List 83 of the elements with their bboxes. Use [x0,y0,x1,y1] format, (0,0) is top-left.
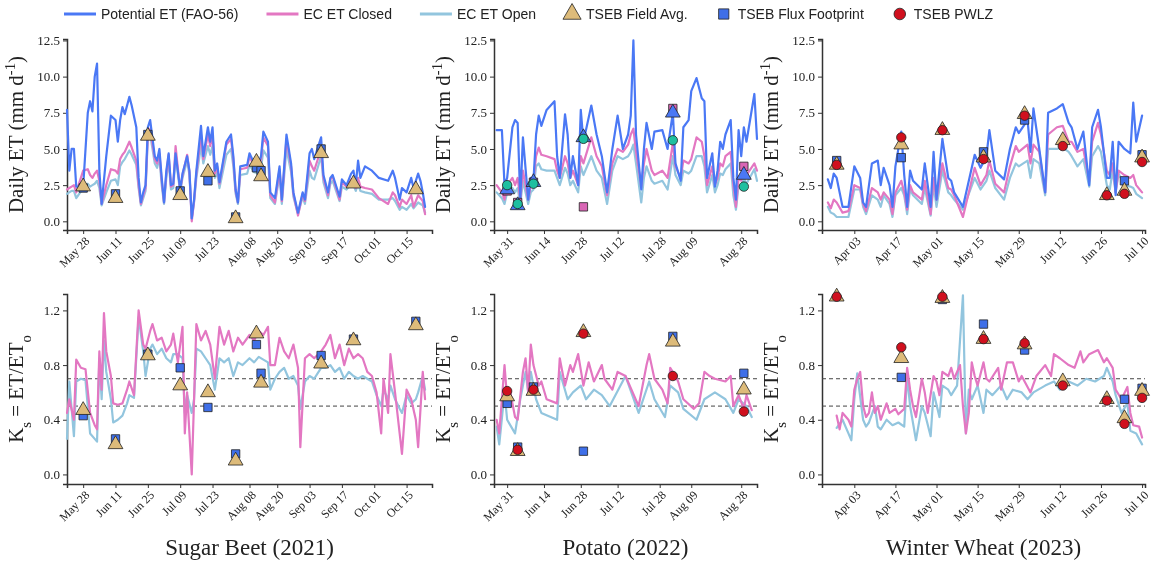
y-tick-label: 1.2 [798,303,815,319]
x-tick-label: May 01 [909,487,946,525]
y-tick-label: 5.0 [43,141,60,157]
x-tick-label: May 15 [950,487,987,525]
x-tick-label: Apr 03 [829,487,864,522]
y-tick-label: 1.2 [470,303,487,319]
y-tick-label: 0.0 [798,467,815,483]
legend-label: TSEB Field Avg. [586,5,688,22]
legend-label: TSEB Flux Footprint [737,5,864,22]
y-tick-label: 0.8 [43,357,60,373]
legend-label: TSEB PWLZ [913,5,994,22]
y-tick-label: 12.5 [464,33,487,49]
y-tick-label: 12.5 [792,33,815,49]
x-tick-label: Jun 25 [124,233,158,267]
text: Winter Wheat (2023) [885,535,1082,560]
y-tick-label: 10.0 [37,69,60,85]
x-tick-label: Jun 14 [520,487,554,521]
y-tick-label: 0.0 [470,213,487,229]
x-tick-label: Apr 17 [870,487,905,522]
x-tick-label: Jun 28 [557,233,591,267]
y-tick-label: 0.0 [43,467,60,483]
y-tick-label: 2.5 [43,177,60,193]
y-tick-label: 7.5 [798,105,815,121]
y-tick-label: 2.5 [798,177,815,193]
x-tick-label: Oct 01 [350,487,384,521]
x-tick-label: May 29 [991,487,1028,525]
y-tick-label: 0.8 [470,357,487,373]
x-tick-label: Jun 28 [557,487,591,521]
y-tick-label: 0.4 [43,412,61,428]
x-tick-label: Aug 28 [715,487,751,524]
x-tick-label: Aug 28 [715,233,751,270]
text: Sugar Beet (2021) [165,535,334,560]
x-tick-label: Oct 15 [383,233,416,267]
y-tick-label: 2.5 [470,177,487,193]
x-tick-label: Jun 26 [1077,487,1111,521]
text: Potato (2022) [562,535,689,560]
x-tick-label: Oct 15 [383,487,416,521]
x-tick-label: Jun 25 [124,487,158,521]
x-tick-label: Jul 10 [1120,487,1152,519]
x-tick-label: Apr 03 [829,233,864,268]
x-tick-label: Jul 12 [596,233,627,265]
x-tick-label: May 15 [950,233,987,271]
x-tick-label: Jun 11 [92,487,125,520]
x-tick-label: Jun 11 [92,233,125,266]
x-tick-label: May 31 [480,487,517,525]
y-tick-label: 0.0 [43,213,60,229]
x-tick-label: Jul 12 [596,487,627,519]
legend-label: Potential ET (FAO-56) [101,5,239,22]
x-tick-label: May 01 [909,233,946,271]
y-tick-label: 12.5 [37,33,60,49]
x-tick-label: Jun 26 [1077,233,1111,267]
x-tick-label: Sep 17 [317,233,352,268]
x-tick-label: Jun 12 [1036,233,1070,267]
x-tick-label: Jun 12 [1036,487,1070,521]
x-tick-label: Jul 23 [191,487,222,519]
x-tick-label: Jun 14 [520,233,554,267]
x-tick-label: Oct 01 [350,233,384,267]
y-tick-label: 10.0 [792,69,815,85]
x-tick-label: Sep 17 [317,487,352,522]
x-tick-label: May 28 [56,233,93,271]
y-tick-label: 7.5 [43,105,60,121]
x-tick-label: May 31 [480,233,517,271]
x-tick-label: Jul 23 [191,233,222,265]
x-tick-label: May 29 [991,233,1028,271]
y-tick-label: 0.8 [798,357,815,373]
y-tick-label: 0.0 [798,213,815,229]
x-tick-label: Apr 17 [870,233,905,268]
x-tick-label: Jul 09 [159,487,190,519]
x-tick-label: Sep 03 [285,233,319,268]
y-tick-label: 0.4 [470,412,488,428]
y-tick-label: 10.0 [464,69,487,85]
y-tick-label: 5.0 [470,141,487,157]
x-tick-label: Sep 03 [285,487,319,522]
x-tick-label: Jul 10 [1120,233,1152,265]
y-tick-label: 5.0 [798,141,815,157]
y-tick-label: 0.0 [470,467,487,483]
x-tick-label: Jul 09 [159,233,190,265]
y-tick-label: 1.2 [43,303,60,319]
legend-label: EC ET Closed [303,5,392,22]
x-tick-label: May 28 [56,487,93,525]
y-tick-label: 0.4 [798,412,816,428]
legend-label: EC ET Open [456,5,537,22]
y-tick-label: 7.5 [470,105,487,121]
